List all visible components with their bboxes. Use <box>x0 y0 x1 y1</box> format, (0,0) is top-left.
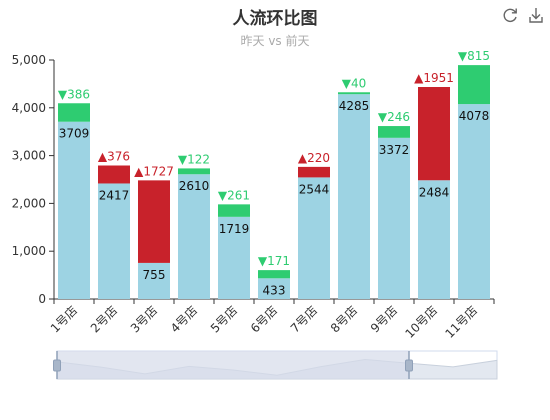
bar-value-label: 2484 <box>419 185 450 199</box>
down-arrow-icon: ▼ <box>178 152 188 166</box>
bar-base <box>298 177 330 299</box>
handle-grip <box>405 359 413 372</box>
bar-base <box>458 104 490 300</box>
x-tick-label: 2号店 <box>88 303 120 335</box>
diff-label: ▲220 <box>298 151 330 165</box>
diff-value: 376 <box>107 149 130 163</box>
diff-value: 122 <box>187 152 210 166</box>
bar-base <box>178 174 210 299</box>
x-tick-label: 7号店 <box>288 303 320 335</box>
bar-decrease <box>378 126 410 138</box>
bar-value-label: 4285 <box>339 99 370 113</box>
bar-decrease <box>258 270 290 279</box>
datazoom-handle-right[interactable] <box>405 351 413 379</box>
diff-value: 40 <box>351 76 366 90</box>
down-arrow-icon: ▼ <box>458 49 468 63</box>
y-tick-label: 5,000 <box>12 53 46 67</box>
bar-increase <box>138 180 170 263</box>
diff-label: ▲1951 <box>414 71 454 85</box>
refresh-icon[interactable] <box>501 6 519 24</box>
x-tick-label: 8号店 <box>328 303 360 335</box>
bar-decrease <box>458 65 490 105</box>
bar-value-label: 4078 <box>459 109 490 123</box>
handle-grip <box>53 359 61 372</box>
datazoom-handle-left[interactable] <box>53 351 61 379</box>
chart-subtitle: 昨天 vs 前天 <box>240 34 310 48</box>
chart-title: 人流环比图 <box>232 9 318 29</box>
download-icon[interactable] <box>527 6 545 24</box>
bar-base <box>58 121 90 299</box>
bar-decrease <box>218 204 250 217</box>
bar-decrease <box>178 168 210 175</box>
bar-base <box>338 94 370 299</box>
bar-value-label: 433 <box>263 283 286 297</box>
up-arrow-icon: ▲ <box>414 71 424 85</box>
diff-label: ▼815 <box>458 49 490 63</box>
datazoom-selection <box>57 351 409 379</box>
diff-label: ▼122 <box>178 152 210 166</box>
diff-value: 171 <box>267 254 290 268</box>
diff-label: ▼261 <box>218 188 250 202</box>
diff-label: ▼40 <box>342 76 367 90</box>
bar-base <box>258 278 290 299</box>
up-arrow-icon: ▲ <box>298 151 308 165</box>
x-tick-label: 4号店 <box>168 303 200 335</box>
bar-value-label: 1719 <box>219 222 250 236</box>
bar-increase <box>298 166 330 178</box>
bar-increase <box>418 87 450 181</box>
bar-base <box>218 216 250 299</box>
down-arrow-icon: ▼ <box>58 87 68 101</box>
x-tick-label: 6号店 <box>248 303 280 335</box>
y-tick-label: 2,000 <box>12 196 46 210</box>
diff-label: ▲376 <box>98 149 130 163</box>
x-tick-label: 1号店 <box>48 303 80 335</box>
y-tick-label: 0 <box>38 292 46 306</box>
y-tick-label: 3,000 <box>12 149 46 163</box>
bar-base <box>378 137 410 299</box>
bar-value-label: 2610 <box>179 179 210 193</box>
diff-value: 386 <box>67 87 90 101</box>
diff-value: 246 <box>387 110 410 124</box>
y-tick-label: 1,000 <box>12 244 46 258</box>
bar-base <box>418 180 450 299</box>
diff-value: 261 <box>227 188 250 202</box>
diff-label: ▼246 <box>378 110 410 124</box>
bar-value-label: 3372 <box>379 143 410 157</box>
y-tick-label: 4,000 <box>12 101 46 115</box>
diff-label: ▼386 <box>58 87 90 101</box>
down-arrow-icon: ▼ <box>342 76 352 90</box>
up-arrow-icon: ▲ <box>98 149 108 163</box>
diff-label: ▼171 <box>258 254 290 268</box>
x-tick-label: 3号店 <box>128 303 160 335</box>
down-arrow-icon: ▼ <box>218 188 228 202</box>
down-arrow-icon: ▼ <box>378 110 388 124</box>
bar-value-label: 755 <box>143 268 166 282</box>
diff-value: 1951 <box>423 71 454 85</box>
bar-decrease <box>58 103 90 122</box>
up-arrow-icon: ▲ <box>134 164 144 178</box>
down-arrow-icon: ▼ <box>258 254 268 268</box>
bar-base <box>98 183 130 299</box>
bar-base <box>138 262 170 299</box>
x-tick-label: 11号店 <box>442 303 480 341</box>
bar-value-label: 3709 <box>59 127 90 141</box>
bar-value-label: 2417 <box>99 188 130 202</box>
diff-value: 220 <box>307 151 330 165</box>
diff-label: ▲1727 <box>134 164 174 178</box>
bar-increase <box>98 165 130 184</box>
bar-value-label: 2544 <box>299 182 330 196</box>
bar-decrease <box>338 92 370 95</box>
diff-value: 815 <box>467 49 490 63</box>
x-tick-label: 10号店 <box>402 303 440 341</box>
x-tick-label: 5号店 <box>208 303 240 335</box>
x-tick-label: 9号店 <box>368 303 400 335</box>
diff-value: 1727 <box>143 164 174 178</box>
